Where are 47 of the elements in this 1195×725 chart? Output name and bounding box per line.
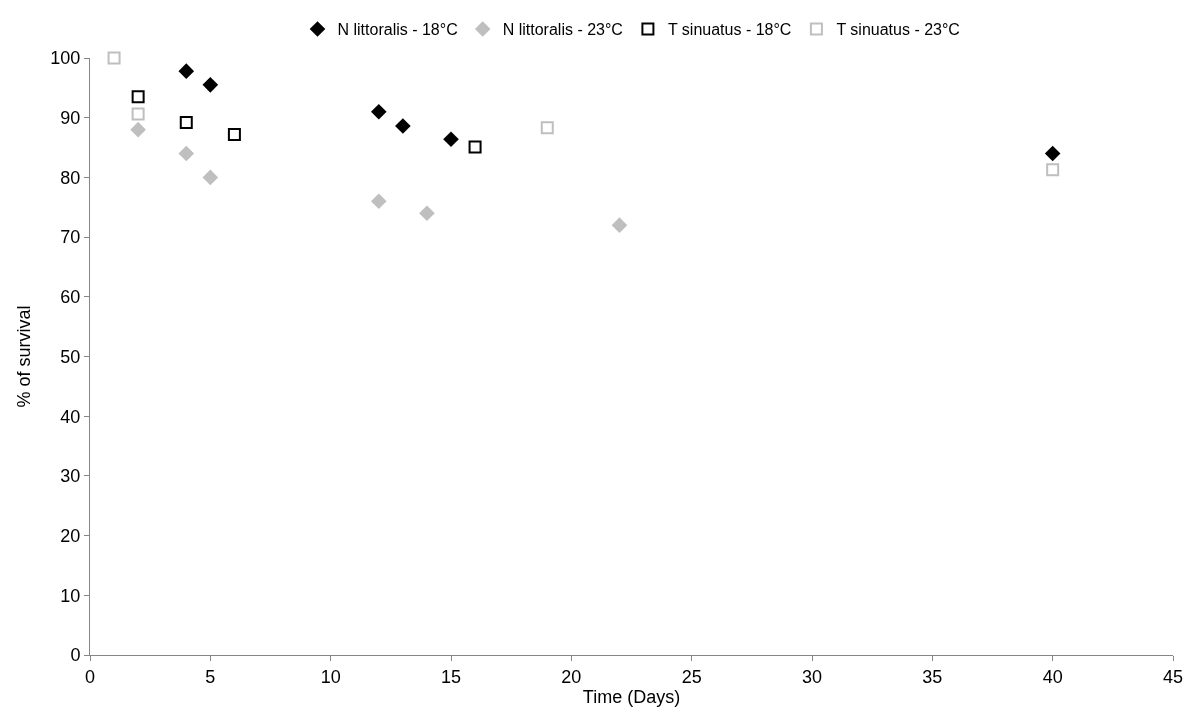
- legend-label: N littoralis - 23°C: [502, 21, 623, 39]
- y-tick-label: 0: [70, 645, 81, 666]
- x-tick-label: 45: [1162, 666, 1184, 687]
- point: [227, 127, 241, 141]
- y-tick-label: 80: [60, 167, 81, 188]
- y-tick-label: 20: [60, 525, 81, 546]
- y-tick-label: 100: [50, 48, 81, 69]
- x-tick-label: 0: [84, 666, 96, 687]
- legend-label: T sinuatus - 23°C: [836, 21, 960, 39]
- point: [1046, 163, 1060, 177]
- point: [178, 145, 195, 162]
- point: [131, 107, 145, 121]
- point: [443, 131, 459, 147]
- x-tick-label: 5: [205, 666, 216, 687]
- x-tick-label: 10: [320, 666, 341, 687]
- x-tick-label: 40: [1042, 666, 1063, 687]
- x-tick-label: 20: [561, 666, 582, 687]
- y-tick-label: 10: [60, 585, 81, 606]
- y-tick-label: 90: [60, 108, 81, 128]
- point: [419, 205, 435, 222]
- point: [1044, 145, 1061, 162]
- x-tick-label: 15: [440, 666, 462, 687]
- point: [130, 121, 146, 138]
- x-tick-label: 35: [922, 666, 943, 687]
- point: [202, 77, 219, 93]
- y-tick-label: 70: [60, 227, 81, 248]
- y-tick-label: 50: [60, 346, 81, 367]
- point: [611, 217, 628, 233]
- point: [468, 140, 482, 154]
- y-tick-label: 60: [60, 287, 81, 308]
- point: [395, 118, 411, 134]
- y-axis-title: % of survival: [13, 305, 34, 408]
- y-tick-label: 40: [60, 406, 81, 427]
- point: [540, 121, 554, 135]
- point: [107, 51, 121, 65]
- legend-label: N littoralis - 18°C: [337, 21, 458, 39]
- point: [371, 103, 387, 120]
- point: [179, 115, 193, 129]
- x-axis-title: Time (Days): [582, 686, 681, 707]
- point: [371, 193, 387, 210]
- point: [131, 90, 145, 104]
- x-tick-label: 25: [681, 666, 702, 687]
- legend-label: T sinuatus - 18°C: [667, 21, 792, 39]
- y-tick-label: 30: [60, 466, 81, 487]
- x-tick-label: 30: [801, 666, 823, 687]
- point: [178, 63, 195, 79]
- point: [202, 169, 219, 186]
